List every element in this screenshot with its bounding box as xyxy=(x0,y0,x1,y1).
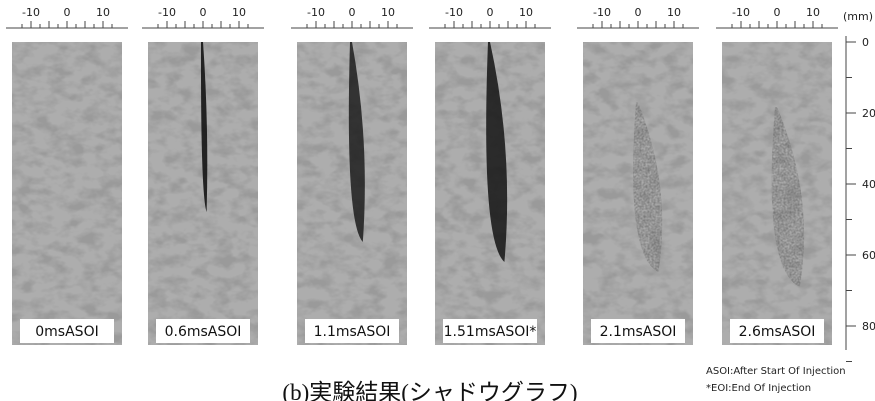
ruler-label: 10 xyxy=(96,6,110,19)
y-ruler-label: 20 xyxy=(862,107,875,120)
y-ruler-label: 80 xyxy=(862,320,875,333)
ruler-label: 0 xyxy=(200,6,207,19)
ruler-label: 0 xyxy=(487,6,494,19)
y-unit: (mm) xyxy=(843,10,873,23)
panel-label: 2.6msASOI xyxy=(739,324,816,340)
ruler-label: 10 xyxy=(806,6,820,19)
caption: (b)実験結果(シャドウグラフ) xyxy=(282,380,577,401)
y-ruler-label: 60 xyxy=(862,249,875,262)
figure: ASOI:After Start Of Injection *EOI:End O… xyxy=(0,0,875,401)
ruler-label: -10 xyxy=(158,6,176,19)
ruler-label: -10 xyxy=(732,6,750,19)
ruler-label: -10 xyxy=(593,6,611,19)
note: *EOI:End Of Injection xyxy=(706,383,811,394)
note: ASOI:After Start Of Injection xyxy=(706,366,846,377)
panel-label: 0.6msASOI xyxy=(165,324,242,340)
panel-label: 1.1msASOI xyxy=(314,324,391,340)
ruler-label: 0 xyxy=(64,6,71,19)
ruler-label: 10 xyxy=(381,6,395,19)
panel-label: 0msASOI xyxy=(35,324,98,340)
panel-label: 2.1msASOI xyxy=(600,324,677,340)
ruler-label: -10 xyxy=(307,6,325,19)
ruler-label: -10 xyxy=(445,6,463,19)
image-texture xyxy=(12,42,122,345)
ruler-label: 0 xyxy=(349,6,356,19)
ruler-label: 10 xyxy=(667,6,681,19)
panel-label: 1.51msASOI* xyxy=(444,324,537,340)
ruler-label: 0 xyxy=(635,6,642,19)
ruler-label: 10 xyxy=(519,6,533,19)
ruler-label: -10 xyxy=(22,6,40,19)
y-ruler-label: 0 xyxy=(862,36,869,49)
ruler-label: 10 xyxy=(232,6,246,19)
y-ruler-label: 40 xyxy=(862,178,875,191)
ruler-label: 0 xyxy=(774,6,781,19)
